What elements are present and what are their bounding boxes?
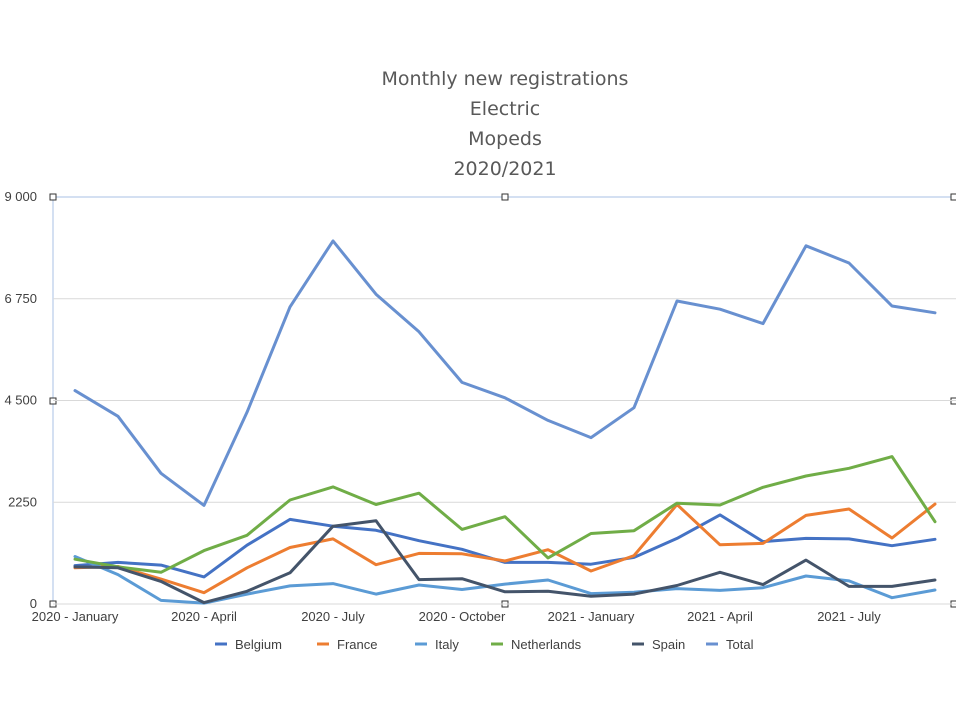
- x-tick-label: 2020 - April: [171, 609, 237, 624]
- title-line-4: 2020/2021: [453, 158, 556, 180]
- series-line-total: [73, 239, 937, 507]
- y-tick-label: 6 750: [4, 291, 37, 306]
- x-tick-label: 2021 - January: [548, 609, 635, 624]
- series-line-belgium: [73, 513, 937, 579]
- x-tick-label: 2021 - April: [687, 609, 753, 624]
- y-tick-label: 9 000: [4, 189, 37, 204]
- y-tick-label: 2250: [8, 494, 37, 509]
- y-tick-label: 0: [30, 596, 37, 611]
- resize-handle-top-left[interactable]: [49, 193, 57, 201]
- legend-label-france: France: [337, 637, 377, 652]
- legend-label-total: Total: [726, 637, 754, 652]
- x-tick-label: 2020 - July: [301, 609, 365, 624]
- series-line-netherlands: [73, 455, 937, 574]
- series-line-france: [73, 502, 937, 595]
- resize-handle-top-right[interactable]: [950, 193, 956, 201]
- x-tick-label: 2021 - July: [817, 609, 881, 624]
- x-axis: 2020 - January 2020 - April 2020 - July 202…: [32, 609, 882, 624]
- x-tick-label: 2020 - October: [419, 609, 506, 624]
- title-line-1: Monthly new registrations: [382, 68, 629, 90]
- title-line-2: Electric: [470, 98, 540, 120]
- title-line-3: Mopeds: [468, 128, 542, 150]
- chart-selection-frame[interactable]: [49, 193, 956, 608]
- y-tick-label: 4 500: [4, 393, 37, 408]
- legend-label-belgium: Belgium: [235, 637, 282, 652]
- resize-handle-top-middle[interactable]: [501, 193, 509, 201]
- legend-label-spain: Spain: [652, 637, 685, 652]
- series-lines: [73, 239, 937, 605]
- legend: Belgium France Italy Netherlands Spain Total: [215, 637, 754, 652]
- x-tick-label: 2020 - January: [32, 609, 119, 624]
- series-line-spain: [73, 519, 937, 605]
- legend-label-netherlands: Netherlands: [511, 637, 582, 652]
- legend-label-italy: Italy: [435, 637, 459, 652]
- chart-title: Monthly new registrations Electric Moped…: [382, 68, 629, 180]
- y-axis: 0 2250 4 500 6 750 9 000: [4, 189, 37, 611]
